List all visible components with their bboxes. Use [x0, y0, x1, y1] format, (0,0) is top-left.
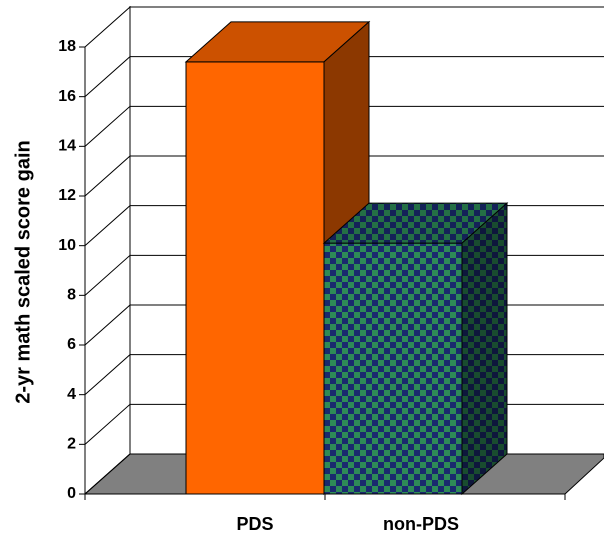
y-axis-label: 2-yr math scaled score gain — [12, 140, 34, 403]
grid-line — [84, 56, 604, 98]
grid-line — [84, 155, 604, 197]
bar-side-pattern — [462, 203, 507, 494]
y-tick-label: 18 — [58, 38, 76, 55]
y-tick-label: 6 — [67, 336, 76, 353]
y-tick-label: 12 — [58, 187, 76, 204]
bar-front-pattern — [324, 243, 462, 494]
bar-top-pattern — [324, 203, 507, 244]
y-tick-label: 8 — [67, 287, 76, 304]
grid-line — [84, 6, 604, 48]
bar-side-edge — [461, 202, 508, 496]
x-tick-label: PDS — [236, 514, 273, 534]
y-tick-label: 4 — [67, 386, 76, 403]
bar-side-shade — [462, 203, 507, 494]
grid-line — [84, 105, 604, 147]
wall-edge — [84, 6, 131, 495]
y-tick-label: 10 — [58, 237, 76, 254]
y-tick-label: 16 — [58, 88, 76, 105]
bar-top-shade — [324, 203, 507, 244]
y-tick-label: 2 — [67, 436, 76, 453]
y-tick-label: 0 — [67, 485, 76, 502]
bar-front — [186, 61, 324, 495]
x-tick-label: non-PDS — [383, 514, 459, 534]
bar-top — [186, 21, 369, 62]
y-tick-label: 14 — [58, 138, 76, 155]
bar-top-shade — [186, 21, 369, 62]
